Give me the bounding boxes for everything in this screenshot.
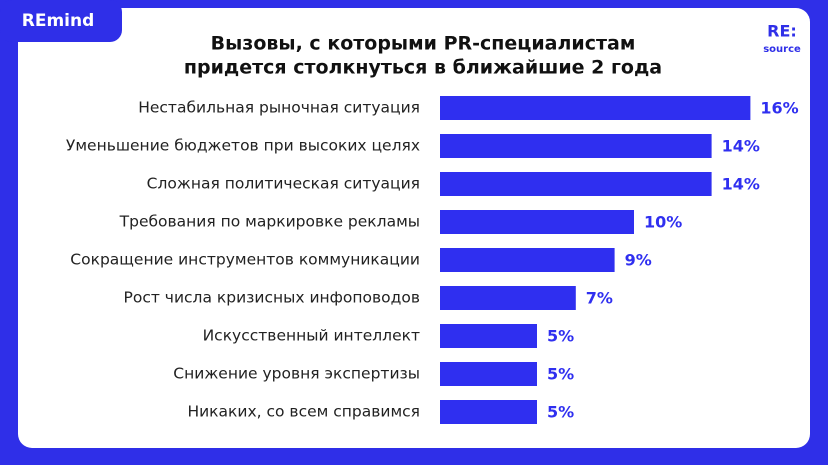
value-label: 10% [644,213,682,232]
logo: RE: [767,22,797,41]
value-label: 14% [722,137,760,156]
category-label: Уменьшение бюджетов при высоких целях [66,137,420,155]
bar [440,286,576,310]
bar [440,210,634,234]
category-label: Сложная политическая ситуация [147,175,420,193]
brand-badge [0,0,122,42]
chart-title: Вызовы, с которыми PR-специалистам [211,33,636,55]
chart-title: придется столкнуться в ближайшие 2 года [184,57,662,79]
logo-sub: source [763,44,801,55]
category-label: Требования по маркировке рекламы [119,213,420,231]
value-label: 5% [547,365,574,384]
category-label: Сокращение инструментов коммуникации [70,251,420,269]
brand: REmind [22,11,95,31]
category-label: Никаких, со всем справимся [187,403,420,421]
value-label: 16% [760,99,798,118]
category-label: Искусственный интеллект [203,327,420,345]
category-label: Рост числа кризисных инфоповодов [124,289,421,307]
category-label: Снижение уровня экспертизы [173,365,420,383]
bar [440,248,615,272]
bar [440,134,712,158]
value-label: 14% [722,175,760,194]
value-label: 9% [625,251,652,270]
value-label: 7% [586,289,613,308]
bar [440,172,712,196]
value-label: 5% [547,403,574,422]
bar [440,400,537,424]
bar [440,324,537,348]
category-label: Нестабильная рыночная ситуация [138,99,420,117]
bar [440,362,537,386]
bar [440,96,751,120]
value-label: 5% [547,327,574,346]
